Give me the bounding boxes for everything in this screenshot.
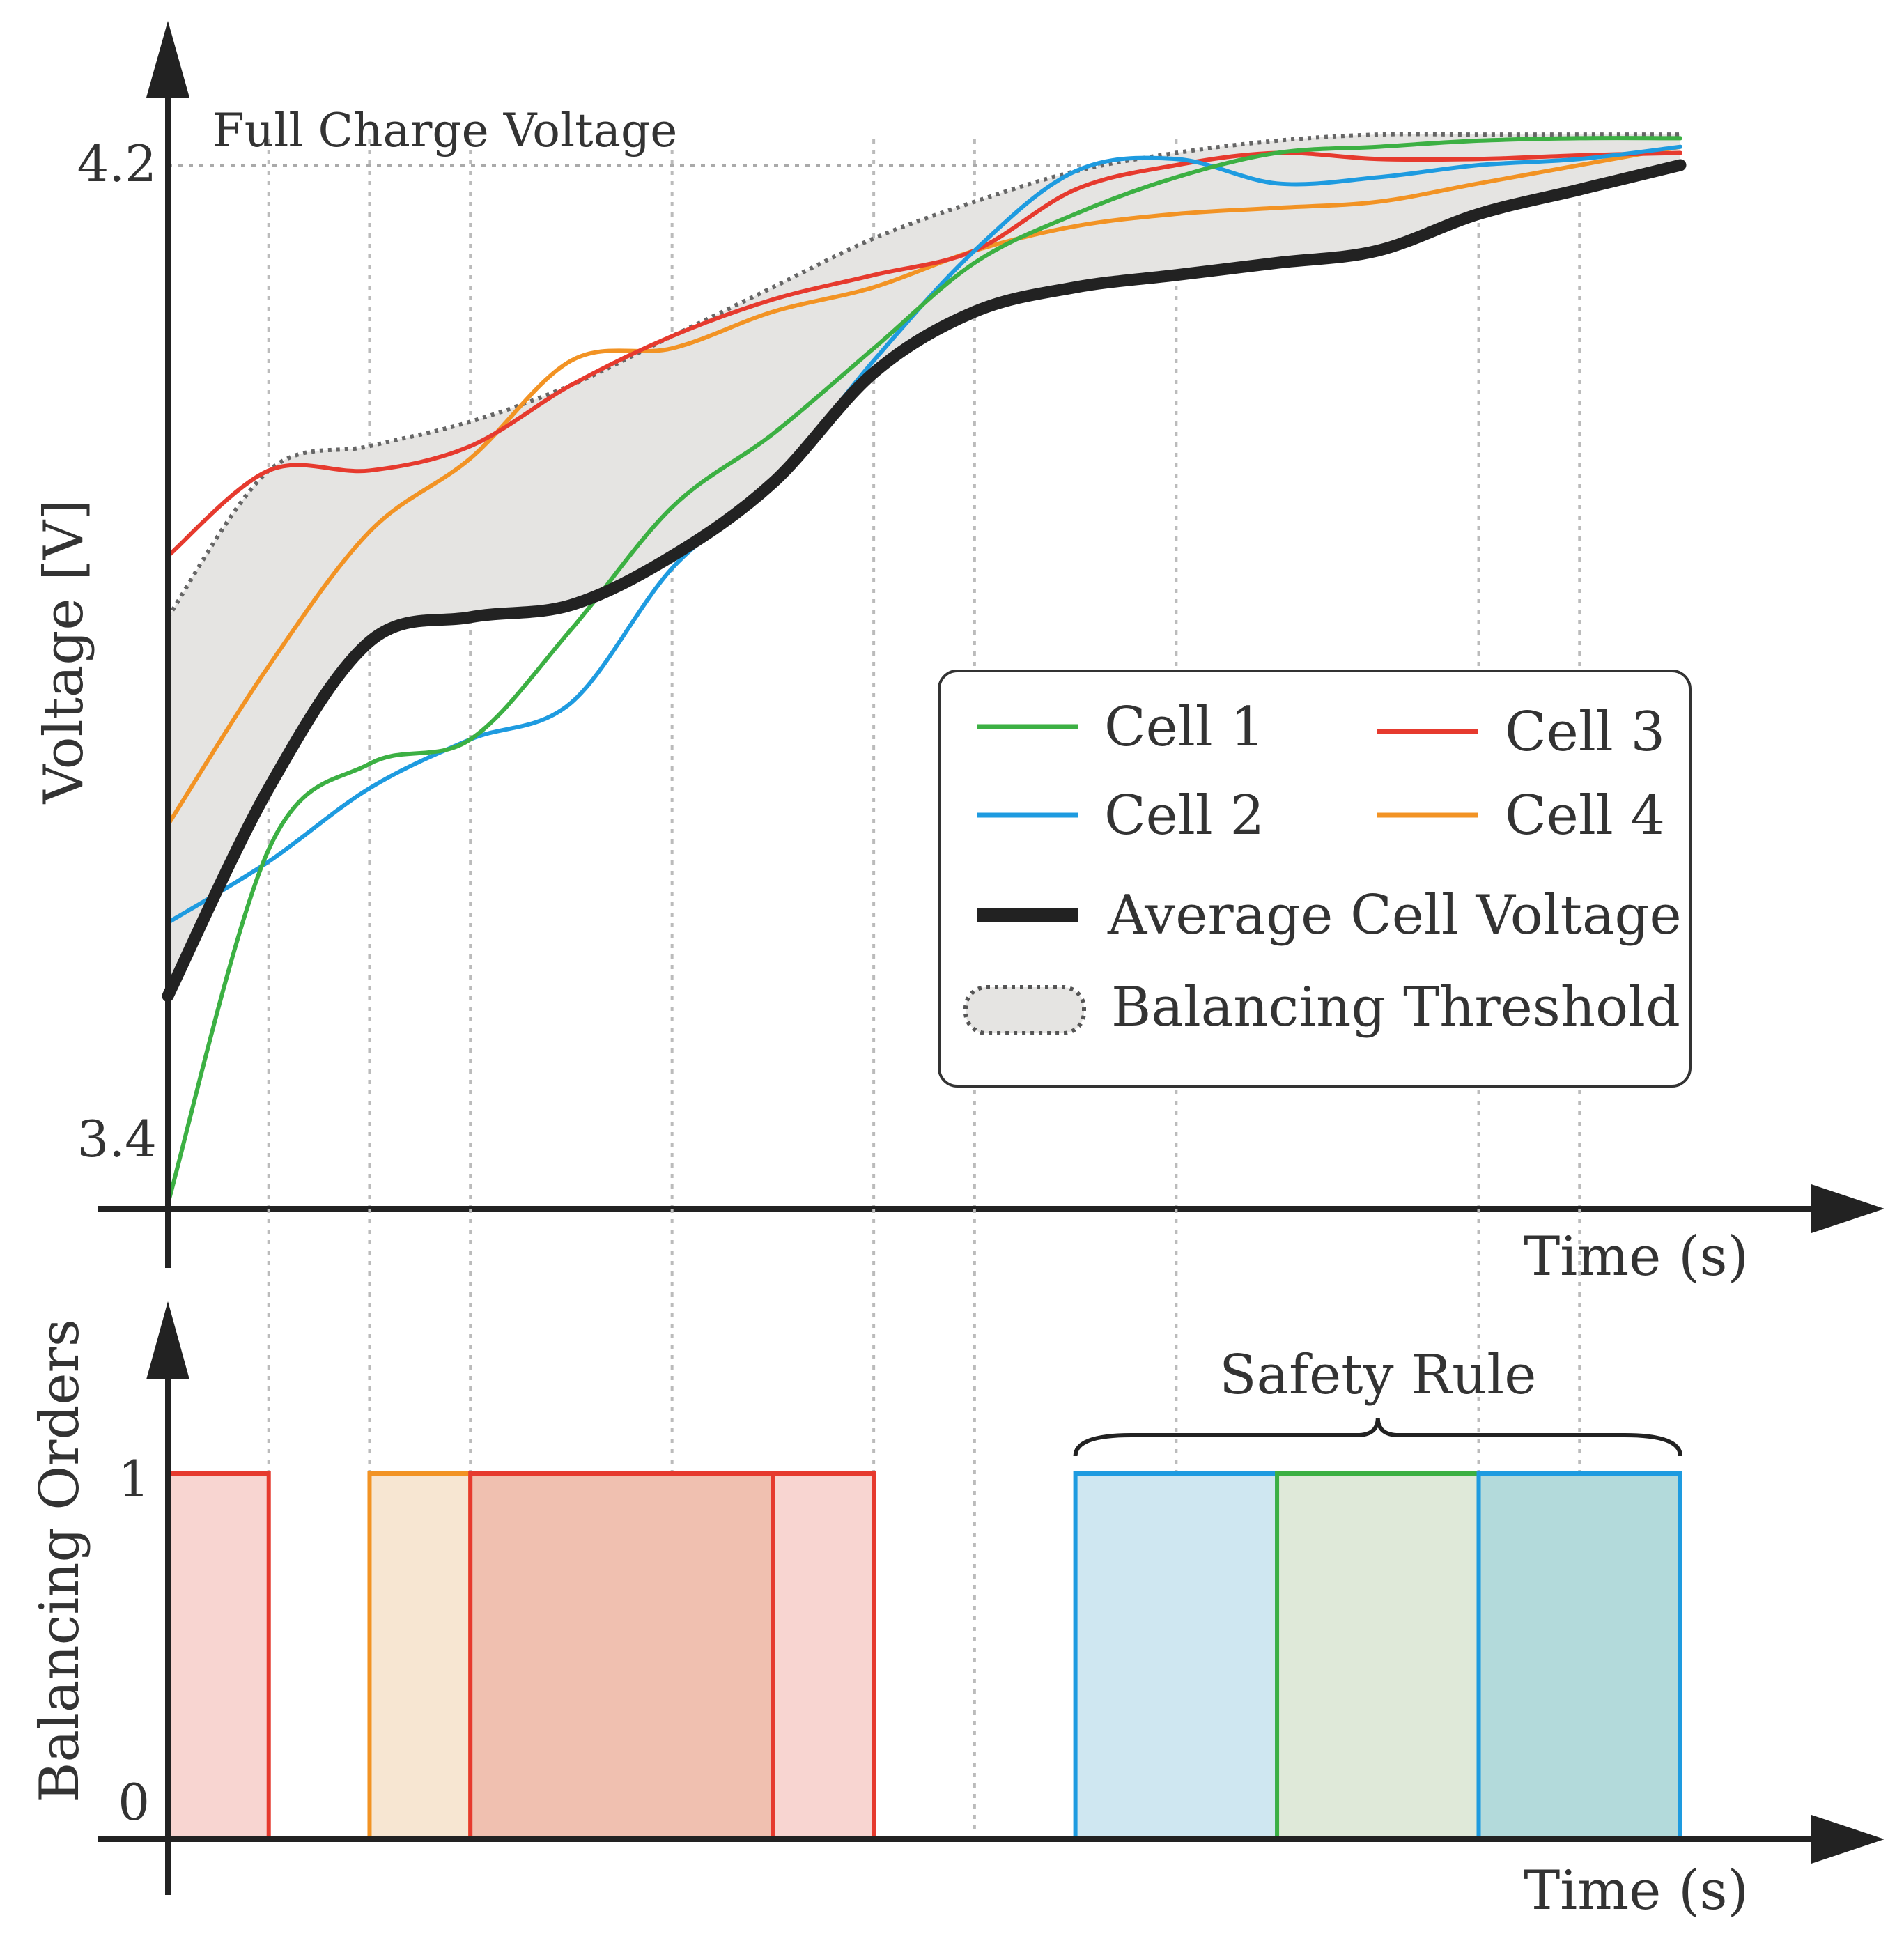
- y-tick-0: 0: [118, 1773, 150, 1832]
- interval-outline-cell3: [771, 1471, 876, 1839]
- safety-rule-label: Safety Rule: [1219, 1344, 1536, 1407]
- interval-fill-cell3: [470, 1473, 773, 1839]
- legend-label-cell2: Cell 2: [1104, 784, 1264, 847]
- balancing-threshold-area: [168, 134, 1680, 996]
- x-axis-label-top: Time (s): [1524, 1225, 1749, 1288]
- y-axis-label-bottom: Balancing Orders: [29, 1319, 91, 1802]
- series-average: [162, 159, 1687, 1003]
- interval-fill-cell2: [1075, 1473, 1278, 1839]
- balancing-intervals: [166, 1471, 1682, 1839]
- series-cell1: [166, 136, 1682, 1206]
- legend-label-threshold: Balancing Threshold: [1111, 976, 1680, 1039]
- series-lines: [162, 132, 1687, 1206]
- legend-label-cell1: Cell 1: [1104, 696, 1264, 759]
- series-cell3: [166, 150, 1682, 559]
- legend-label-cell4: Cell 4: [1505, 784, 1665, 847]
- reference-line-label: Full Charge Voltage: [212, 104, 677, 157]
- interval-fill-cell3: [168, 1473, 269, 1839]
- interval-outline-cell2: [1476, 1471, 1682, 1839]
- y-tick-3.4: 3.4: [77, 1110, 157, 1168]
- series-cell4: [166, 144, 1682, 828]
- balancing-orders-panel: 1 0 Balancing Orders Time (s) Safety Rul…: [29, 1209, 1884, 1922]
- y-axis-arrow-bottom: [146, 1301, 189, 1379]
- x-axis-arrow-bottom: [1811, 1815, 1884, 1864]
- legend-box: [938, 670, 1692, 1088]
- y-axis-label-top: Voltage [V]: [33, 500, 95, 805]
- legend-label-average: Average Cell Voltage: [1107, 884, 1682, 947]
- interval-fill-cell1: [1277, 1473, 1479, 1839]
- safety-rule-brace: [1073, 1417, 1682, 1457]
- series-threshold-boundary: [166, 132, 1680, 619]
- voltage-panel: 4.2 3.4 Full Charge Voltage Voltage [V] …: [33, 21, 1884, 1288]
- interval-fill-cell3: [773, 1473, 874, 1839]
- y-tick-1: 1: [118, 1450, 150, 1508]
- series-cell2: [166, 144, 1682, 925]
- y-axis-arrow-top: [146, 21, 189, 98]
- interval-fill-cell2: [1478, 1473, 1680, 1839]
- legend-swatch-threshold: [963, 985, 1086, 1035]
- legend: Cell 1 Cell 3 Cell 2 Cell 4 Average Cell…: [938, 670, 1692, 1088]
- interval-fill-cell4: [369, 1473, 471, 1839]
- y-tick-4.2: 4.2: [77, 134, 157, 193]
- legend-label-cell3: Cell 3: [1505, 701, 1665, 764]
- x-axis-arrow-top: [1811, 1184, 1884, 1233]
- x-axis-label-bottom: Time (s): [1524, 1859, 1749, 1922]
